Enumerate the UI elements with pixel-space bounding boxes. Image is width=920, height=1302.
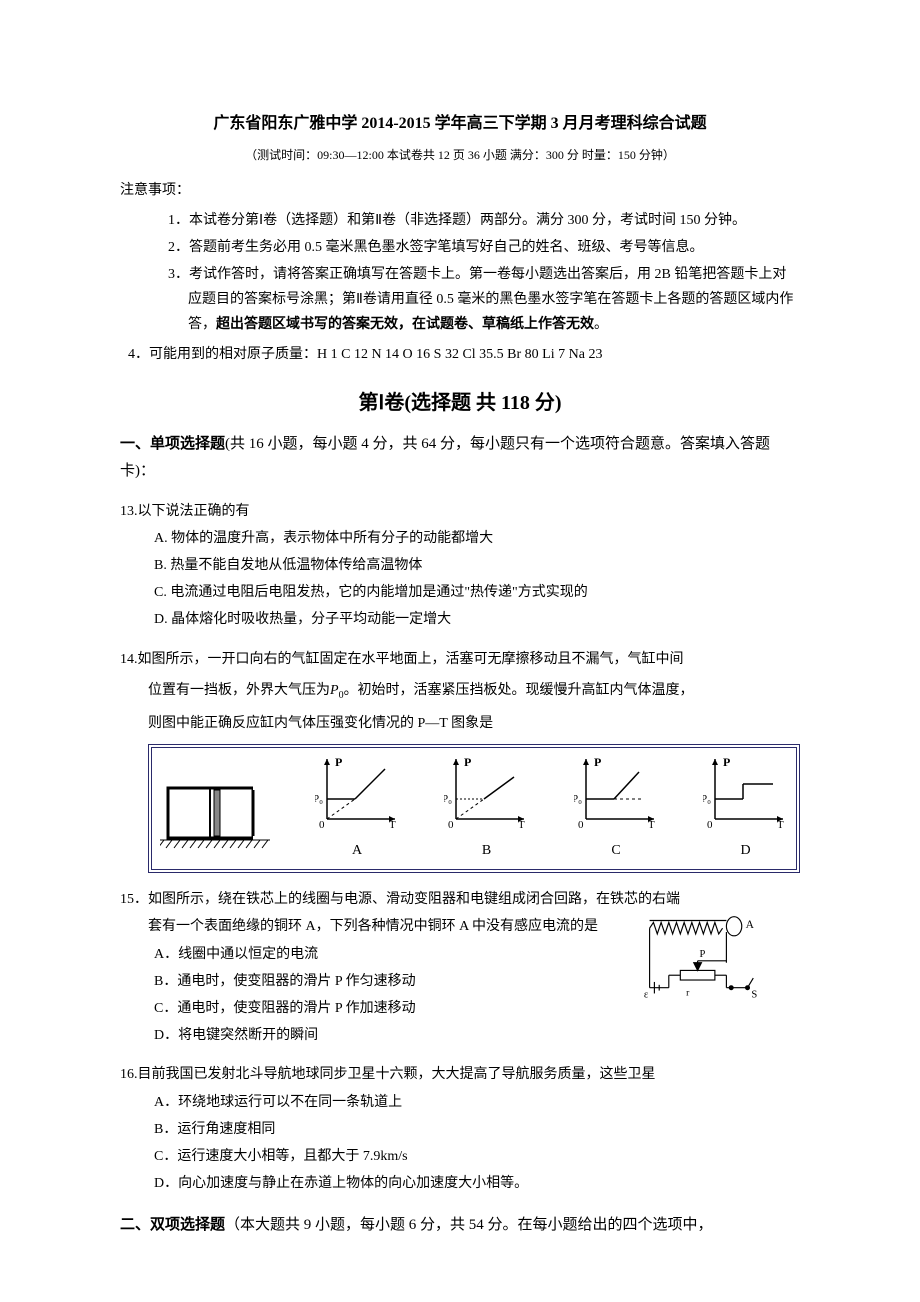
q14-stem-2a: 位置有一挡板，外界大气压为 <box>148 683 330 698</box>
section-2-b: （本大题共 9 小题，每小题 6 分，共 54 分。在每小题给出的四个选项中， <box>225 1217 713 1233</box>
question-13: 13.以下说法正确的有 A. 物体的温度升高，表示物体中所有分子的动能都增大 B… <box>120 499 800 633</box>
svg-text:P: P <box>723 755 730 769</box>
svg-text:P: P <box>594 755 601 769</box>
svg-text:P₀: P₀ <box>315 793 323 805</box>
q14-label-b: B <box>444 838 529 863</box>
q14-stem-3: 则图中能正确反应缸内气体压强变化情况的 P—T 图象是 <box>120 711 800 736</box>
q16-option-b: B．运行角速度相同 <box>154 1117 800 1142</box>
question-15: 15．如图所示，绕在铁芯上的线圈与电源、滑动变阻器和电键组成闭合回路，在铁芯的右… <box>120 887 800 1048</box>
q14-graph-a: P P₀ 0 T A <box>315 754 400 863</box>
q13-option-a: A. 物体的温度升高，表示物体中所有分子的动能都增大 <box>154 526 800 551</box>
cylinder-diagram-icon <box>160 778 270 863</box>
svg-text:S: S <box>751 989 757 1000</box>
q14-p0: P <box>330 683 339 698</box>
svg-text:0: 0 <box>578 819 584 829</box>
instruction-4: 4．可能用到的相对原子质量：H 1 C 12 N 14 O 16 S 32 Cl… <box>120 342 800 367</box>
q14-label-a: A <box>315 838 400 863</box>
graph-a-icon: P P₀ 0 T <box>315 754 400 829</box>
svg-text:P₀: P₀ <box>444 793 452 805</box>
instruction-2: 2．答题前考生务必用 0.5 毫米黑色墨水签字笔填写好自己的姓名、班级、考号等信… <box>168 235 800 260</box>
svg-text:A: A <box>746 919 755 931</box>
svg-text:P₀: P₀ <box>574 793 582 805</box>
graph-b-icon: P P₀ 0 T <box>444 754 529 829</box>
svg-text:T: T <box>777 819 784 829</box>
instructions: 1．本试卷分第Ⅰ卷（选择题）和第Ⅱ卷（非选择题）两部分。满分 300 分，考试时… <box>120 208 800 338</box>
graph-c-icon: P P₀ 0 T <box>574 754 659 829</box>
q14-stem-1: 14.如图所示，一开口向右的气缸固定在水平地面上，活塞可无摩擦移动且不漏气，气缸… <box>120 647 800 672</box>
exam-title: 广东省阳东广雅中学 2014-2015 学年高三下学期 3 月月考理科综合试题 <box>120 110 800 139</box>
part-1-heading: 第Ⅰ卷(选择题 共 118 分) <box>120 385 800 421</box>
q13-stem: 13.以下说法正确的有 <box>120 499 800 524</box>
instruction-3b: 超出答题区域书写的答案无效，在试题卷、草稿纸上作答无效 <box>216 317 594 332</box>
q14-graph-c: P P₀ 0 T C <box>574 754 659 863</box>
svg-text:0: 0 <box>448 819 454 829</box>
svg-text:P₀: P₀ <box>703 793 711 805</box>
instruction-1: 1．本试卷分第Ⅰ卷（选择题）和第Ⅱ卷（非选择题）两部分。满分 300 分，考试时… <box>168 208 800 233</box>
instruction-3: 3．考试作答时，请将答案正确填写在答题卡上。第一卷每小题选出答案后，用 2B 铅… <box>168 262 800 338</box>
svg-text:0: 0 <box>707 819 713 829</box>
question-16: 16.目前我国已发射北斗导航地球同步卫星十六颗，大大提高了导航服务质量，这些卫星… <box>120 1062 800 1196</box>
q14-figure-row: P P₀ 0 T A P P₀ 0 T B <box>148 744 800 873</box>
q16-option-c: C．运行速度大小相等，且都大于 7.9km/s <box>154 1144 800 1169</box>
svg-text:T: T <box>518 819 525 829</box>
q14-graph-d: P P₀ 0 T D <box>703 754 788 863</box>
section-2-heading: 二、双项选择题（本大题共 9 小题，每小题 6 分，共 54 分。在每小题给出的… <box>120 1212 800 1239</box>
svg-text:T: T <box>389 819 396 829</box>
svg-text:ε: ε <box>644 989 649 1000</box>
graph-d-icon: P P₀ 0 T <box>703 754 788 829</box>
q14-stem-2: 位置有一挡板，外界大气压为P0。初始时，活塞紧压挡板处。现缓慢升高缸内气体温度， <box>120 678 800 705</box>
instruction-3c: 。 <box>594 317 608 332</box>
exam-subtitle: （测试时间：09:30—12:00 本试卷共 12 页 36 小题 满分：300… <box>120 145 800 167</box>
circuit-diagram-icon: A P S ε r <box>640 909 760 1004</box>
q14-label-c: C <box>574 838 659 863</box>
section-2-a: 二、双项选择题 <box>120 1217 225 1233</box>
q16-stem: 16.目前我国已发射北斗导航地球同步卫星十六颗，大大提高了导航服务质量，这些卫星 <box>120 1062 800 1087</box>
q14-graph-b: P P₀ 0 T B <box>444 754 529 863</box>
q14-label-d: D <box>703 838 788 863</box>
notice-label: 注意事项： <box>120 178 800 203</box>
section-1-heading: 一、单项选择题(共 16 小题，每小题 4 分，共 64 分，每小题只有一个选项… <box>120 431 800 485</box>
svg-text:0: 0 <box>319 819 325 829</box>
section-1-a: 一、单项选择题 <box>120 436 225 452</box>
q16-option-a: A．环绕地球运行可以不在同一条轨道上 <box>154 1090 800 1115</box>
q16-option-d: D．向心加速度与静止在赤道上物体的向心加速度大小相等。 <box>154 1171 800 1196</box>
svg-text:P: P <box>335 755 342 769</box>
svg-text:P: P <box>464 755 471 769</box>
svg-text:P: P <box>700 949 706 960</box>
q13-option-c: C. 电流通过电阻后电阻发热，它的内能增加是通过"热传递"方式实现的 <box>154 580 800 605</box>
svg-text:T: T <box>648 819 655 829</box>
q15-option-d: D．将电键突然断开的瞬间 <box>154 1023 800 1048</box>
q13-option-d: D. 晶体熔化时吸收热量，分子平均动能一定增大 <box>154 607 800 632</box>
question-14: 14.如图所示，一开口向右的气缸固定在水平地面上，活塞可无摩擦移动且不漏气，气缸… <box>120 647 800 874</box>
svg-text:r: r <box>686 988 690 999</box>
q14-stem-2b: 。初始时，活塞紧压挡板处。现缓慢升高缸内气体温度， <box>344 683 694 698</box>
q13-option-b: B. 热量不能自发地从低温物体传给高温物体 <box>154 553 800 578</box>
